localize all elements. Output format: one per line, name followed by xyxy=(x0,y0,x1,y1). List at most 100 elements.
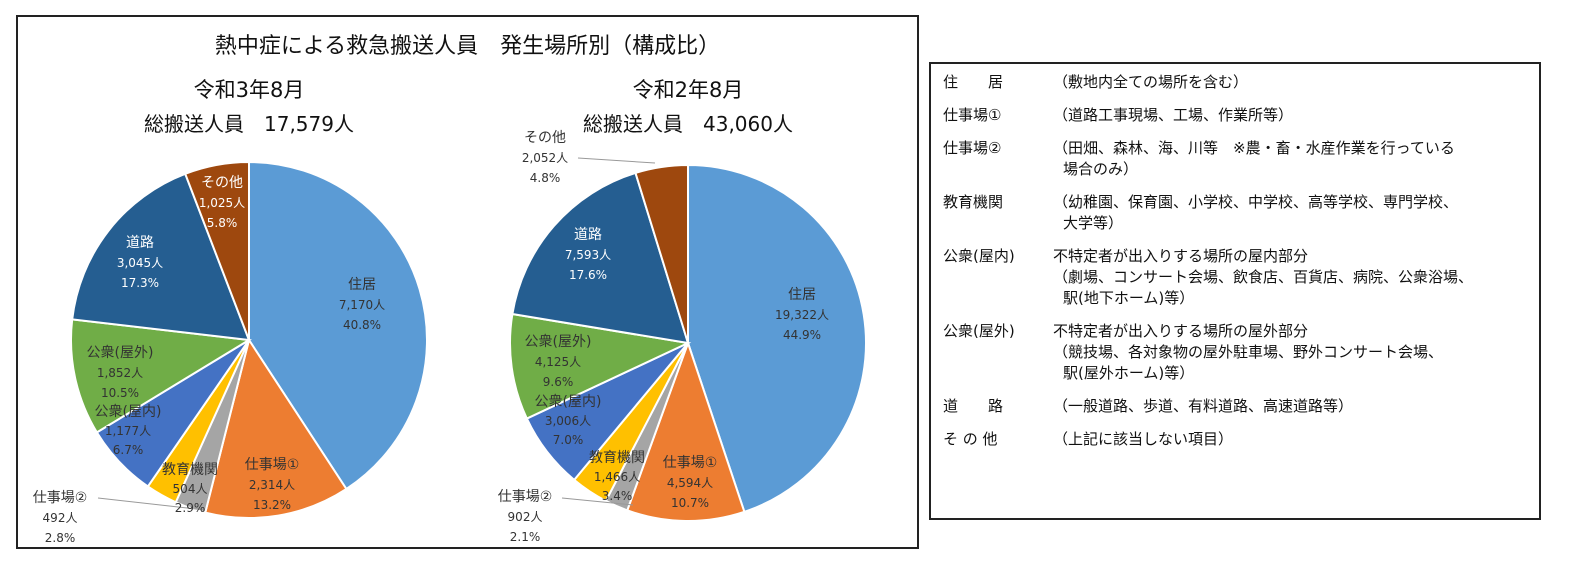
legend-description-line: 場合のみ） xyxy=(1063,160,1139,178)
pie-slice-6 xyxy=(511,171,690,345)
legend-description: （一般道路、歩道、有料道路、高速道路等） xyxy=(1053,396,1527,417)
slice-value-label: 1,025人 xyxy=(199,196,245,210)
legend-description: （田畑、森林、海、川等 ※農・畜・水産作業を行っている場合のみ） xyxy=(1053,138,1527,180)
legend-row: そ の 他 （上記に該当しない項目） xyxy=(943,429,1527,450)
slice-value-label: 19,322人 xyxy=(775,308,829,322)
slice-category-label: 道路 xyxy=(126,235,154,251)
legend-row: 教育機関 （幼稚園、保育園、小学校、中学校、高等学校、専門学校、大学等） xyxy=(943,192,1527,234)
slice-percent-label: 4.8% xyxy=(530,171,561,185)
chart-title: 熱中症による救急搬送人員 発生場所別（構成比） xyxy=(214,34,721,59)
leader-line xyxy=(97,497,206,511)
pie-charts: 住居 7,170人 40.8% 仕事場① 2,314人 13.2% 仕事場② 492人 2.8%… xyxy=(33,130,867,545)
legend-description-line: （劇場、コンサート会場、飲食店、百貨店、病院、公衆浴場、 xyxy=(1053,268,1474,286)
legend-description: （上記に該当しない項目） xyxy=(1053,429,1527,450)
legend-description-line: （幼稚園、保育園、小学校、中学校、高等学校、専門学校、 xyxy=(1053,193,1459,211)
pie-title-r3: 令和3年8月 xyxy=(193,78,305,102)
slice-percent-label: 2.9% xyxy=(175,501,206,515)
slice-percent-label: 17.3% xyxy=(121,276,159,290)
slice-value-label: 1,852人 xyxy=(97,366,143,380)
legend-term: 道 路 xyxy=(943,397,1004,415)
slice-category-label: その他 xyxy=(524,130,566,146)
legend-term: 公衆(屋外) xyxy=(943,322,1015,340)
slice-category-label: その他 xyxy=(201,175,243,191)
legend-row: 住 居 （敷地内全ての場所を含む） xyxy=(943,72,1527,93)
legend-description-line: （田畑、森林、海、川等 ※農・畜・水産作業を行っている xyxy=(1053,139,1455,157)
slice-value-label: 504人 xyxy=(173,482,208,496)
legend-term: 仕事場① xyxy=(943,106,1002,124)
slice-percent-label: 10.7% xyxy=(671,496,709,510)
legend-description-line: （道路工事現場、工場、作業所等） xyxy=(1053,106,1294,124)
slice-value-label: 2,052人 xyxy=(522,151,568,165)
slice-percent-label: 2.8% xyxy=(45,531,76,545)
pie-title-r2: 令和2年8月 xyxy=(632,78,744,102)
legend-description-line: 駅(屋外ホーム)等） xyxy=(1063,364,1195,382)
slice-category-label: 公衆(屋外) xyxy=(525,334,592,350)
legend-term: 仕事場② xyxy=(943,139,1002,157)
legend-row: 道 路 （一般道路、歩道、有料道路、高速道路等） xyxy=(943,396,1527,417)
pie-slice-1 xyxy=(204,337,348,519)
legend-row: 仕事場② （田畑、森林、海、川等 ※農・畜・水産作業を行っている場合のみ） xyxy=(943,138,1527,180)
legend-term: 教育機関 xyxy=(943,193,1004,211)
slice-value-label: 4,594人 xyxy=(667,476,713,490)
leader-line xyxy=(561,497,634,506)
legend-description: 不特定者が出入りする場所の屋内部分 （劇場、コンサート会場、飲食店、百貨店、病院、… xyxy=(1053,246,1527,309)
legend-description: （道路工事現場、工場、作業所等） xyxy=(1053,105,1527,126)
pie-slice-5 xyxy=(509,312,692,420)
legend-description-line: 大学等） xyxy=(1063,214,1124,232)
pie-slice-1 xyxy=(625,339,746,522)
legend-description-line: （競技場、各対象物の屋外駐車場、野外コンサート会場、 xyxy=(1053,343,1444,361)
slice-value-label: 1,466人 xyxy=(594,470,640,484)
slice-value-label: 1,177人 xyxy=(105,424,151,438)
pie-slice-7 xyxy=(634,163,689,344)
slice-category-label: 公衆(屋外) xyxy=(87,345,154,361)
legend-description-line: （上記に該当しない項目） xyxy=(1053,430,1234,448)
legend-row: 公衆(屋内) 不特定者が出入りする場所の屋内部分 （劇場、コンサート会場、飲食店、百… xyxy=(943,246,1527,309)
leader-line xyxy=(577,157,656,164)
legend-description: 不特定者が出入りする場所の屋外部分 （競技場、各対象物の屋外駐車場、野外コンサート… xyxy=(1053,321,1527,384)
slice-value-label: 7,170人 xyxy=(339,298,385,312)
legend-description-line: （敷地内全ての場所を含む） xyxy=(1053,73,1249,91)
legend-term: 住 居 xyxy=(943,73,1004,91)
legend-row: 公衆(屋外) 不特定者が出入りする場所の屋外部分 （競技場、各対象物の屋外駐車場、野… xyxy=(943,321,1527,384)
legend-description-line: 駅(地下ホーム)等） xyxy=(1063,289,1195,307)
legend-term: 公衆(屋内) xyxy=(943,247,1015,265)
legend-description: （敷地内全ての場所を含む） xyxy=(1053,72,1527,93)
pie-total-r3: 総搬送人員 17,579人 xyxy=(144,112,354,136)
slice-category-label: 仕事場② xyxy=(498,489,553,505)
slice-percent-label: 3.4% xyxy=(602,489,633,503)
pie-slice-7 xyxy=(183,160,250,341)
slice-category-label: 仕事場① xyxy=(245,457,300,473)
pie-slice-5 xyxy=(70,318,253,434)
slice-category-label: 仕事場① xyxy=(663,455,718,471)
slice-percent-label: 6.7% xyxy=(113,443,144,457)
pie-slice-0 xyxy=(687,163,867,514)
slice-category-label: 公衆(屋内) xyxy=(95,404,162,420)
slice-percent-label: 13.2% xyxy=(253,498,291,512)
pie-slice-6 xyxy=(71,172,251,342)
slice-category-label: 仕事場② xyxy=(33,490,88,506)
slice-category-label: 道路 xyxy=(574,227,602,243)
chart-frame xyxy=(16,15,919,549)
slice-percent-label: 17.6% xyxy=(569,268,607,282)
legend-row: 仕事場① （道路工事現場、工場、作業所等） xyxy=(943,105,1527,126)
legend-term: そ の 他 xyxy=(943,430,998,448)
slice-value-label: 3,045人 xyxy=(117,256,163,270)
slice-percent-label: 2.1% xyxy=(510,530,541,544)
slice-category-label: 住居 xyxy=(788,287,816,303)
legend-description-line: 不特定者が出入りする場所の屋内部分 xyxy=(1053,247,1309,265)
legend-description-line: （一般道路、歩道、有料道路、高速道路等） xyxy=(1053,397,1354,415)
slice-percent-label: 5.8% xyxy=(207,216,238,230)
slice-percent-label: 10.5% xyxy=(101,386,139,400)
slice-category-label: 住居 xyxy=(348,277,376,293)
slice-value-label: 902人 xyxy=(508,510,543,524)
slice-percent-label: 44.9% xyxy=(783,328,821,342)
slice-value-label: 492人 xyxy=(43,511,78,525)
slice-value-label: 3,006人 xyxy=(545,414,591,428)
slice-category-label: 教育機関 xyxy=(589,450,645,466)
legend-description-line: 不特定者が出入りする場所の屋外部分 xyxy=(1053,322,1309,340)
slice-percent-label: 40.8% xyxy=(343,318,381,332)
legend-box: 住 居 （敷地内全ての場所を含む） 仕事場① （道路工事現場、工場、作業所等） 仕事場②… xyxy=(929,62,1541,520)
slice-value-label: 7,593人 xyxy=(565,248,611,262)
slice-value-label: 2,314人 xyxy=(249,478,295,492)
slice-category-label: 公衆(屋内) xyxy=(535,394,602,410)
